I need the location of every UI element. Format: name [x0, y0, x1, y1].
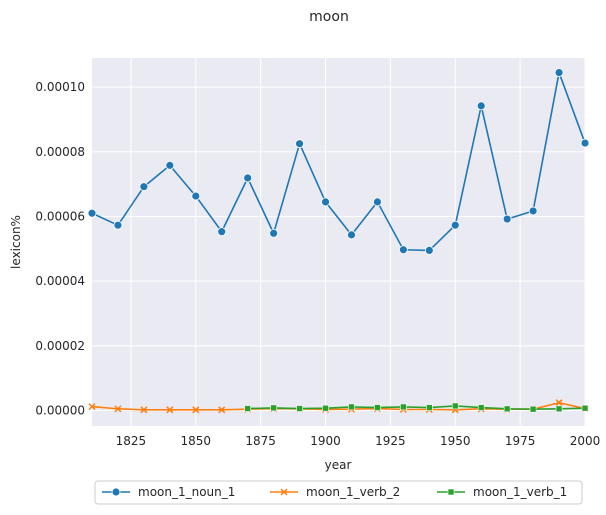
data-point — [476, 101, 486, 111]
x-tick-label: 1925 — [375, 434, 406, 448]
data-point — [347, 230, 356, 240]
x-tick-label: 1900 — [310, 434, 341, 448]
legend-label: moon_1_verb_2 — [306, 485, 400, 499]
chart-title: moon — [309, 9, 349, 25]
data-point — [374, 404, 381, 411]
data-point — [424, 246, 434, 255]
legend-label: moon_1_verb_1 — [473, 485, 567, 499]
data-point — [373, 197, 382, 207]
data-point — [243, 173, 253, 183]
data-point — [554, 68, 564, 77]
data-point — [140, 406, 148, 414]
x-marker-stroke — [166, 406, 174, 414]
x-marker-stroke — [88, 403, 96, 411]
x-marker-stroke — [114, 405, 122, 413]
data-point — [477, 404, 485, 411]
data-point — [426, 404, 433, 411]
data-point — [581, 404, 589, 412]
x-marker-stroke — [218, 406, 226, 414]
y-tick-label: 0.00002 — [35, 339, 85, 353]
x-marker-stroke — [280, 488, 288, 496]
series-moon-1-verb-1 — [244, 402, 589, 413]
x-tick-label: 1850 — [181, 434, 212, 448]
y-tick-label: 0.00004 — [35, 274, 85, 288]
data-point — [400, 403, 407, 411]
data-point — [114, 405, 122, 413]
x-tick-label: 1875 — [245, 434, 276, 448]
legend-entry: moon_1_verb_1 — [437, 485, 567, 499]
x-marker-stroke — [192, 406, 200, 414]
x-tick-label: 1825 — [116, 434, 147, 448]
legend-box — [94, 480, 583, 505]
legend-label: moon_1_noun_1 — [138, 485, 235, 499]
data-point — [296, 405, 303, 412]
data-point — [244, 405, 251, 412]
x-tick-label: 1950 — [440, 434, 471, 448]
data-point — [295, 139, 304, 149]
data-point — [580, 138, 590, 148]
y-tick-label: 0.00000 — [35, 403, 85, 417]
data-point — [88, 403, 96, 411]
y-tick-label: 0.00010 — [35, 80, 85, 94]
y-axis-label: lexicon% — [9, 215, 23, 269]
data-point — [269, 228, 279, 238]
series-line — [91, 71, 586, 252]
legend-entry: moon_1_verb_2 — [270, 485, 400, 499]
data-point — [322, 404, 329, 412]
data-point — [166, 406, 174, 414]
data-point — [348, 403, 355, 411]
series-moon-1-noun-1 — [87, 68, 590, 255]
legend-marker — [280, 488, 288, 496]
legend-entry: moon_1_noun_1 — [102, 485, 235, 499]
data-point — [529, 405, 537, 413]
legend-marker — [447, 488, 455, 496]
data-point — [450, 220, 460, 230]
data-point — [528, 206, 538, 216]
data-point — [192, 406, 200, 414]
x-marker-stroke — [555, 399, 563, 407]
legend-marker — [111, 487, 121, 497]
data-point — [398, 245, 408, 255]
data-point — [451, 402, 459, 410]
data-point — [217, 227, 227, 237]
data-point — [270, 404, 277, 412]
data-point — [555, 405, 563, 413]
x-axis-label: year — [325, 458, 352, 472]
series-line — [247, 405, 586, 410]
data-point — [321, 197, 330, 207]
x-tick-label: 1975 — [505, 434, 536, 448]
data-point — [218, 406, 226, 414]
data-point — [191, 191, 201, 201]
y-tick-label: 0.00008 — [35, 145, 85, 159]
data-point — [555, 399, 563, 407]
legend: moon_1_noun_1 moon_1_verb_2 moon_1_verb_1 — [94, 480, 583, 505]
data-point — [87, 208, 97, 218]
x-marker-stroke — [140, 406, 148, 414]
data-point — [113, 220, 123, 230]
grid — [92, 58, 586, 426]
plot-background — [92, 58, 585, 426]
data-point — [139, 182, 149, 192]
y-tick-label: 0.00006 — [35, 209, 85, 223]
x-tick-label: 2000 — [570, 434, 601, 448]
series-layer — [87, 68, 590, 414]
data-point — [502, 214, 512, 224]
data-point — [503, 405, 511, 413]
data-point — [165, 160, 175, 170]
ticks: 1825 1850 1875 1900 1925 1950 1975 2000 0.00000 0… — [35, 80, 600, 448]
